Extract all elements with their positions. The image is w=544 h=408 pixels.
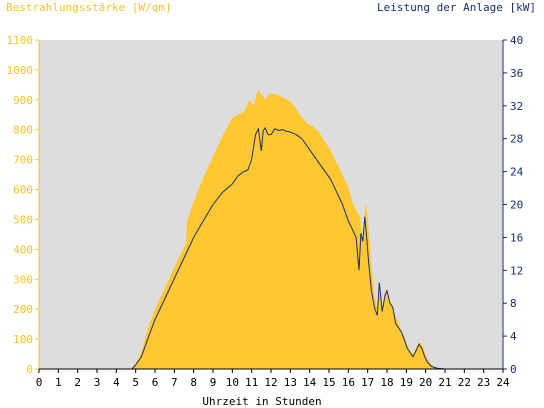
x-tick-label: 11: [245, 376, 258, 389]
right-tick-label: 36: [510, 67, 523, 80]
x-tick-label: 15: [322, 376, 335, 389]
right-tick-label: 12: [510, 264, 523, 277]
left-tick-label: 200: [13, 303, 33, 316]
right-tick-label: 4: [510, 330, 517, 343]
left-tick-label: 1100: [7, 34, 34, 47]
left-tick-label: 300: [13, 273, 33, 286]
right-tick-label: 32: [510, 100, 523, 113]
right-tick-label: 24: [510, 166, 524, 179]
x-tick-label: 12: [264, 376, 277, 389]
left-axis: 0 100 200 300 400 500 600 700 800 900 1000 1100: [7, 34, 39, 376]
left-tick-label: 900: [13, 94, 33, 107]
right-tick-label: 8: [510, 297, 517, 310]
left-tick-label: 400: [13, 243, 33, 256]
x-axis: 0 1 2 3 4 5 6 7 8 9 10 11 12 13 14 15 16 17 18 19 20 21 22 23 24: [36, 369, 510, 389]
left-tick-label: 100: [13, 333, 33, 346]
x-tick-label: 3: [94, 376, 101, 389]
left-tick-label: 700: [13, 154, 33, 167]
x-tick-label: 19: [400, 376, 413, 389]
x-tick-label: 14: [303, 376, 317, 389]
x-tick-label: 21: [438, 376, 451, 389]
left-tick-label: 600: [13, 184, 33, 197]
right-tick-label: 28: [510, 133, 523, 146]
x-tick-label: 18: [380, 376, 393, 389]
x-tick-label: 22: [458, 376, 471, 389]
left-tick-label: 0: [26, 363, 33, 376]
x-tick-label: 20: [419, 376, 432, 389]
x-tick-label: 23: [477, 376, 490, 389]
right-axis: 0 4 8 12 16 20 24 28 32 36 40: [503, 34, 524, 376]
right-tick-label: 16: [510, 231, 523, 244]
x-tick-label: 13: [284, 376, 297, 389]
irradiance-area: [39, 90, 503, 370]
x-tick-label: 7: [171, 376, 178, 389]
x-tick-label: 5: [132, 376, 139, 389]
left-tick-label: 800: [13, 124, 33, 137]
x-tick-label: 16: [342, 376, 355, 389]
x-tick-label: 10: [226, 376, 239, 389]
x-tick-label: 17: [361, 376, 374, 389]
power-line: [39, 127, 503, 370]
right-tick-label: 0: [510, 363, 517, 376]
x-tick-label: 24: [496, 376, 510, 389]
x-tick-label: 9: [210, 376, 217, 389]
right-tick-label: 20: [510, 199, 523, 212]
x-axis-label: Uhrzeit in Stunden: [202, 395, 321, 408]
right-tick-label: 40: [510, 34, 523, 47]
x-tick-label: 6: [152, 376, 159, 389]
x-tick-label: 0: [36, 376, 43, 389]
left-axis-title: Bestrahlungsstärke [W/qm]: [6, 1, 172, 14]
x-tick-label: 2: [74, 376, 81, 389]
left-tick-label: 500: [13, 213, 33, 226]
x-tick-label: 4: [113, 376, 120, 389]
series-layer: [39, 90, 503, 370]
x-tick-label: 1: [55, 376, 62, 389]
right-axis-title: Leistung der Anlage [kW]: [377, 1, 536, 14]
x-tick-label: 8: [190, 376, 197, 389]
left-tick-label: 1000: [7, 64, 34, 77]
